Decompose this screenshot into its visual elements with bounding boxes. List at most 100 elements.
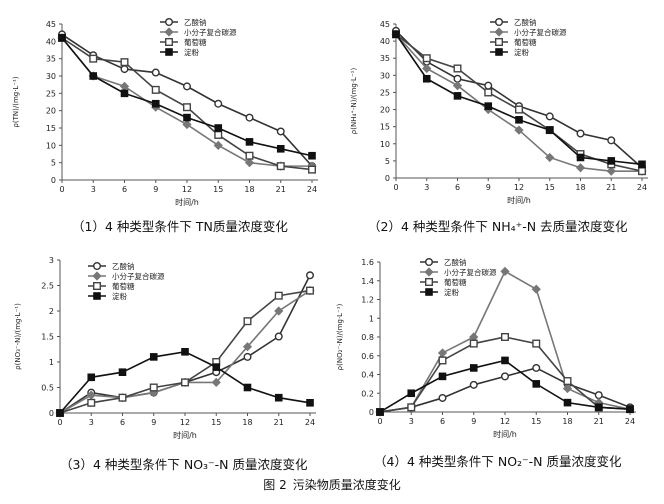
y-tick-label: 0.8 [361,333,374,342]
data-point [118,393,127,402]
chart-caption-nh4: （2）4 种类型条件下 NH₄⁺-N 去质量浓度变化 [368,216,628,235]
y-tick-label: 20 [380,106,390,115]
y-tick-label: 35 [46,55,56,64]
legend-label: 乙酸钠 [112,261,135,271]
legend-item: 淀粉 [88,291,127,301]
legend-label: 小分子复合碳源 [444,267,497,277]
y-tick-label: 25 [46,89,56,98]
y-tick-label: 0.4 [361,371,374,380]
x-tick-label: 24 [307,185,317,194]
chart-nh4: 0 5 10 15 20 25 30 35 40 45 0 3 6 9 12 15 18 21 24 时间/h ρ(NH… [350,17,648,205]
data-point [214,130,223,139]
data-point [392,30,400,39]
data-point [484,88,493,97]
legend-label: 乙酸钠 [184,17,207,27]
data-point [607,136,616,145]
data-point [500,372,509,381]
y-tick-label: 0.2 [361,389,374,398]
y-tick-label: 2.5 [41,282,54,291]
x-tick-label: 9 [486,183,491,192]
y-tick-label: 45 [46,20,56,29]
data-point [120,58,129,67]
data-point [87,398,96,407]
caption-prefix: （4） [374,454,407,469]
x-tick-label: 12 [500,417,510,426]
legend-item: 淀粉 [420,287,459,297]
y-tick-label: 1.4 [361,277,374,286]
series-line [379,359,631,413]
y-tick-label: 0 [385,174,390,183]
legend-label: 葡萄糖 [184,37,207,47]
chart-panel-nh4: 0 5 10 15 20 25 30 35 40 45 0 3 6 9 12 15 18 21 24 时间/h ρ(NH… [332,0,664,205]
y-tick-label: 1.6 [361,258,374,267]
data-point [183,113,191,122]
data-point [422,54,431,63]
chart-no2: 0 0.2 0.4 0.6 0.8 1 1.2 1.4 1.6 0 3 6 9 12 15 18 21 24 时间/… [336,257,636,439]
data-point [575,163,586,173]
data-point [243,352,252,361]
legend-item: 小分子复合碳源 [88,271,165,281]
chart-caption-no2: （4）4 种类型条件下 NO₂⁻-N 质量浓度变化 [374,451,622,470]
y-tick-label: 15 [380,123,390,132]
legend-marker [495,48,503,56]
legend-marker [494,18,503,27]
x-tick-label: 15 [213,185,223,194]
data-point [469,339,478,348]
x-tick-label: 0 [59,185,64,194]
y-axis-label: ρ(NH₄⁺-N)/(mg·L⁻¹) [350,68,358,135]
y-tick-label: 0.6 [361,352,374,361]
data-point [545,152,555,163]
data-point [245,151,254,160]
x-tick-label: 3 [91,185,96,194]
legend-marker [494,38,503,47]
data-point [214,124,223,132]
legend-marker [165,48,173,56]
data-point [306,286,315,295]
data-point [149,353,158,361]
figure-label: 图 2 [263,478,287,492]
x-tick-label: 0 [57,418,62,427]
legend-item: 葡萄糖 [160,37,207,47]
x-tick-label: 24 [625,417,635,426]
y-tick-label: 5 [51,159,56,168]
x-tick-label: 3 [424,183,429,192]
data-point [626,405,634,413]
data-point [180,378,189,387]
legend-marker [92,271,102,281]
data-point [245,138,254,146]
data-point [422,74,431,83]
legend-label: 淀粉 [514,47,529,57]
y-tick-label: 1 [369,314,374,323]
y-tick-label: 1 [49,358,54,367]
caption-prefix: （3） [60,457,93,472]
y-tick-label: 40 [380,37,390,46]
legend-marker [92,261,101,270]
legend-label: 淀粉 [444,287,459,297]
legend-item: 乙酸钠 [88,261,135,271]
chart-caption-tn: （1）4 种类型条件下 TN质量浓度变化 [72,216,288,235]
series-3 [376,356,634,416]
x-tick-label: 15 [531,417,541,426]
legend-marker [424,278,433,287]
x-tick-label: 24 [305,418,315,427]
data-point [149,383,158,392]
data-point [576,129,585,138]
data-point [120,65,129,74]
data-point [274,332,283,341]
data-point [276,145,285,153]
caption-text: 4 种类型条件下 NH₄⁺-N 去质量浓度变化 [400,219,628,234]
caption-text: 4 种类型条件下 NO₃⁻-N 质量浓度变化 [92,457,308,472]
y-tick-label: 25 [380,88,390,97]
legend-marker [164,18,173,27]
x-tick-label: 21 [274,418,284,427]
data-point [181,348,189,356]
legend-label: 乙酸钠 [514,17,537,27]
legend-item: 葡萄糖 [490,37,537,47]
data-point [242,342,253,352]
y-axis-label: ρ(TN)/(mg·L⁻¹) [12,76,20,127]
chart-panel-tn: 0 5 10 15 20 25 30 35 40 45 0 3 6 9 12 15 18 21 24 时间/h ρ(TN… [0,0,332,207]
data-point [89,54,98,63]
data-point [276,162,285,171]
legend-item: 小分子复合碳源 [160,27,237,37]
series-3 [392,30,646,169]
